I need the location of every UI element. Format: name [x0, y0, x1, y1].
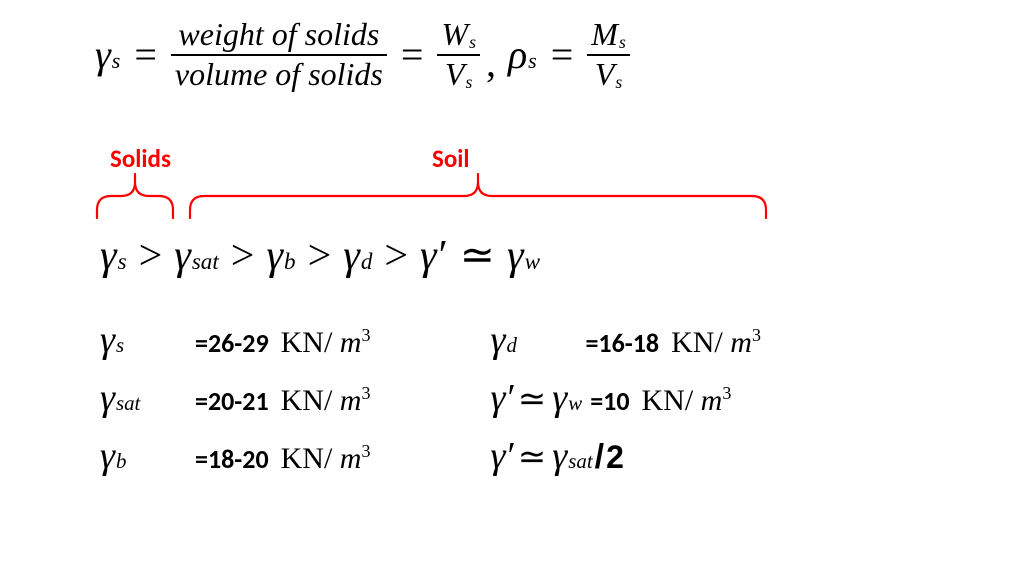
fraction-numerator: weight of solids [174, 18, 383, 52]
definition-equation: γ s = weight of solids volume of solids … [95, 18, 630, 91]
approx-equal: ≃ [460, 230, 495, 280]
gamma-term: γd [343, 232, 372, 280]
value-text: =26-29 [195, 327, 269, 359]
solids-brace-icon [95, 172, 175, 222]
subscript-s: s [469, 33, 476, 51]
equals-sign: = [401, 31, 424, 78]
approx-equal: ≃ [518, 379, 547, 419]
V-symbol: V [595, 58, 615, 92]
unit: KN/ m3 [281, 325, 371, 360]
fraction-denominator: volume of solids [171, 58, 387, 92]
gamma-term: γs [100, 318, 195, 362]
typical-values: γs=26-29KN/ m3γsat=20-21KN/ m3γb=18-20KN… [100, 318, 980, 478]
gamma-term: γ′ [490, 376, 515, 420]
rho-s: ρ s [508, 31, 537, 78]
gamma-s: γ s [95, 31, 120, 78]
subscript-s: s [112, 48, 121, 74]
value-row: γsat=20-21 KN/ m3 [100, 376, 370, 420]
values-column-left: γs=26-29 KN/ m3 γsat=20-21 KN/ m3 γb=18-20 KN… [100, 318, 370, 478]
approx-equal: ≃ [518, 437, 547, 477]
soil-brace-icon [188, 172, 768, 222]
slash: / [595, 438, 604, 477]
subscript-s: s [615, 73, 622, 91]
page: γ s = weight of solids volume of solids … [0, 0, 1024, 581]
value-row: γ′≃γsat/2 [490, 434, 760, 478]
gamma-term: γw [552, 376, 582, 420]
gamma-term: γ′ [490, 434, 515, 478]
unit: KN/ m3 [281, 383, 371, 418]
gamma-symbol: γ [95, 31, 111, 78]
subscript-s: s [619, 33, 626, 51]
greater-than: > [139, 232, 163, 280]
fraction-ws-vs: W s V s [437, 18, 480, 91]
greater-than: > [231, 232, 255, 280]
divisor: 2 [606, 439, 624, 476]
V-symbol: V [445, 58, 465, 92]
value-text: =18-20 [195, 443, 269, 475]
greater-than: > [308, 232, 332, 280]
gamma-term: γsat [100, 376, 195, 420]
unit: KN/ m3 [671, 325, 761, 360]
fraction-numerator: W s [437, 18, 480, 52]
subscript-s: s [528, 48, 537, 74]
value-row: γb=18-20 KN/ m3 [100, 434, 370, 478]
value-row: γs=26-29 KN/ m3 [100, 318, 370, 362]
fraction-words: weight of solids volume of solids [171, 18, 387, 91]
fraction-ms-vs: M s V s [587, 18, 630, 91]
rho-symbol: ρ [508, 31, 527, 78]
fraction-numerator: M s [587, 18, 630, 52]
gamma-term: γb [266, 232, 295, 280]
solids-label: Solids [110, 143, 171, 174]
gamma-term: γd [490, 318, 585, 362]
comma: , [486, 39, 496, 86]
equals-sign: = [551, 31, 574, 78]
equals-sign: = [134, 31, 157, 78]
fraction-denominator: V s [591, 58, 626, 92]
value-row: γd=16-18 KN/ m3 [490, 318, 760, 362]
subscript-s: s [466, 73, 473, 91]
unit: KN/ m3 [642, 383, 732, 418]
W-symbol: W [441, 18, 468, 52]
M-symbol: M [591, 18, 618, 52]
gamma-term: γ′ [420, 232, 448, 280]
value-text: =20-21 [195, 385, 269, 417]
gamma-term: γs [100, 232, 127, 280]
unit: KN/ m3 [281, 441, 371, 476]
value-text: =10 [590, 385, 629, 417]
gamma-term: γb [100, 434, 195, 478]
inequality-chain: γs>γsat>γb>γd>γ′≃γw [100, 230, 540, 280]
soil-label: Soil [432, 143, 470, 174]
value-text: =16-18 [585, 327, 659, 359]
gamma-term: γw [507, 232, 540, 280]
fraction-denominator: V s [441, 58, 476, 92]
gamma-term: γsat [552, 434, 592, 478]
value-row: γ′≃γw=10 KN/ m3 [490, 376, 760, 420]
greater-than: > [384, 232, 408, 280]
values-column-right: γd=16-18 KN/ m3 γ′≃γw=10 KN/ m3 γ′≃γsat/2 [490, 318, 760, 478]
gamma-term: γsat [174, 232, 219, 280]
